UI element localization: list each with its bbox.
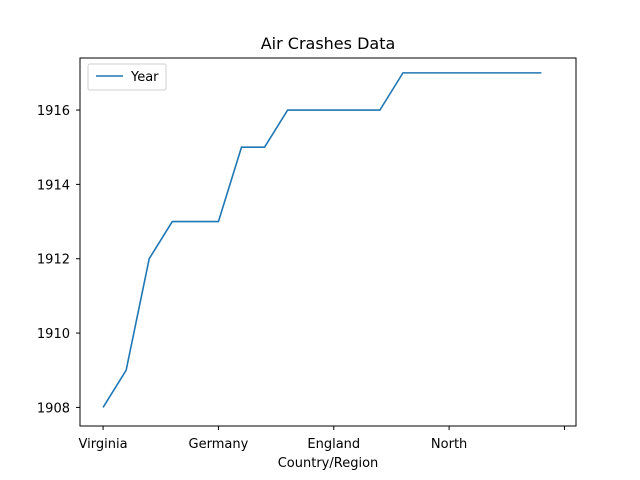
series-line-year (102, 72, 542, 408)
chart-title: Air Crashes Data (261, 34, 396, 53)
y-tick-label-1910: 1910 (37, 327, 70, 342)
x-tick-label-5: Germany (189, 437, 249, 452)
x-axis: Virginia Germany England North (79, 426, 565, 452)
legend-label-year: Year (130, 70, 159, 85)
legend: Year (87, 63, 167, 91)
y-tick-label-1916: 1916 (37, 104, 70, 119)
y-axis: 1908 1910 1912 1914 1916 (37, 104, 80, 416)
x-tick-label-0: Virginia (79, 437, 128, 452)
plot-frame (79, 57, 577, 427)
x-tick-label-10: England (307, 437, 360, 452)
y-tick-label-1908: 1908 (37, 401, 70, 416)
x-axis-label: Country/Region (278, 456, 379, 471)
y-tick-label-1912: 1912 (37, 253, 70, 268)
legend-box (87, 63, 167, 91)
x-tick-label-15: North (431, 437, 467, 452)
y-tick-label-1914: 1914 (37, 178, 70, 193)
